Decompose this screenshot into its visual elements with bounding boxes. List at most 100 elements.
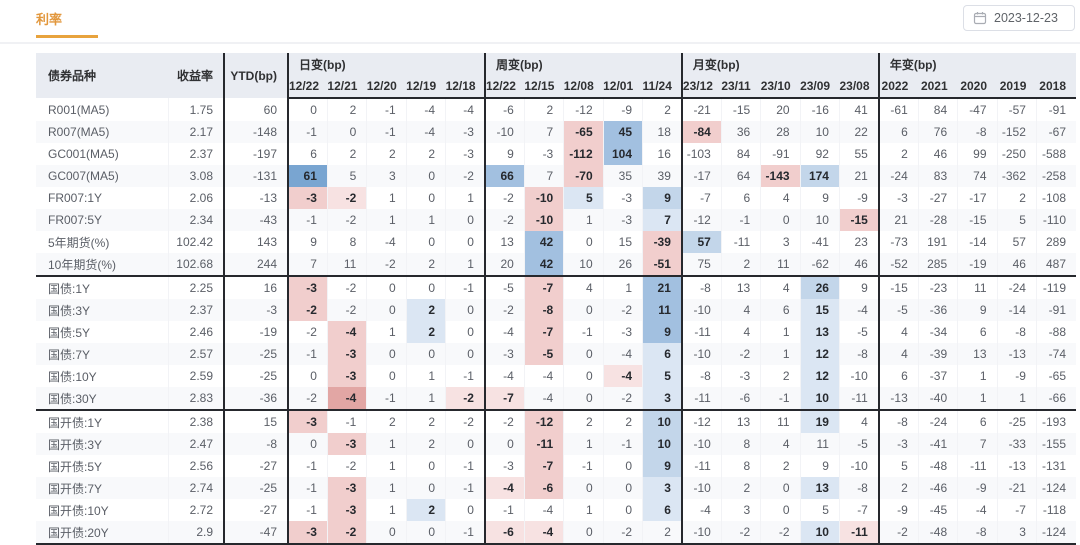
change-cell: -1 xyxy=(286,499,328,521)
change-cell: -2 xyxy=(326,521,367,545)
change-cell: -112 xyxy=(563,143,604,165)
change-cell: 2 xyxy=(996,187,1037,209)
change-cell: 20 xyxy=(483,253,525,276)
change-cell: 1 xyxy=(563,499,604,521)
change-cell: 10 xyxy=(642,409,682,433)
change-cell: 4 xyxy=(720,299,761,321)
change-cell: 3 xyxy=(642,477,682,499)
change-cell: 23 xyxy=(838,231,879,253)
ytd-value: 143 xyxy=(223,231,288,253)
change-cell: -84 xyxy=(680,121,722,143)
change-cell: 1 xyxy=(366,455,407,477)
change-cell: -1 xyxy=(602,433,643,455)
change-cell: -3 xyxy=(445,121,485,143)
change-cell: -5 xyxy=(483,275,525,299)
change-cell: -2 xyxy=(366,253,407,276)
change-cell: 0 xyxy=(602,477,643,499)
change-cell: -3 xyxy=(602,209,643,231)
change-cell: -37 xyxy=(917,365,958,387)
change-cell: 21 xyxy=(838,165,879,187)
yield-value: 2.9 xyxy=(167,521,224,545)
change-cell: -10 xyxy=(838,455,879,477)
change-cell: 0 xyxy=(445,321,485,343)
change-cell: 0 xyxy=(563,477,604,499)
change-cell: -9 xyxy=(602,98,643,121)
ytd-value: -3 xyxy=(223,299,288,321)
change-cell: -2 xyxy=(326,299,367,321)
change-cell: 1 xyxy=(760,343,801,365)
change-cell: -4 xyxy=(326,321,367,343)
change-cell: 2 xyxy=(326,143,367,165)
table-row: 国开债:5Y 2.56 -27 -1 -2 1 0 -1 -3 -7 -1 0 9 -11 8 2 9 -10 5-… xyxy=(36,455,1076,477)
change-cell: 0 xyxy=(563,521,604,545)
change-cell: -3 xyxy=(602,321,643,343)
yield-value: 1.75 xyxy=(167,98,224,121)
change-cell: -13 xyxy=(996,343,1037,365)
col-header-bond: 债券品种 xyxy=(36,53,168,98)
table-row: 国开债:3Y 2.47 -8 0 -3 1 2 0 0 -11 1 -1 10 -10 8 4 11 -5 -3 -4… xyxy=(36,433,1076,455)
change-cell: 2 xyxy=(405,499,446,521)
change-cell: 191 xyxy=(917,231,958,253)
change-cell: 11 xyxy=(799,433,840,455)
bond-name: 国开债:5Y xyxy=(48,459,103,474)
table-row: 国债:1Y 2.25 16 -3 -2 0 0 -1 -5 -7 4 1 21 -8 13 4 26 9 -15 -2… xyxy=(36,275,1076,299)
change-cell: 0 xyxy=(286,433,328,455)
change-cell: 487 xyxy=(1035,253,1076,276)
change-cell: 10 xyxy=(799,209,840,231)
change-cell: -1 xyxy=(286,343,328,365)
change-cell: 76 xyxy=(917,121,958,143)
col-header-date: 12/20 xyxy=(366,75,407,99)
table-row: 国开债:10Y 2.72 -27 -1 -3 1 2 0 -1 -4 1 0 6 -4 3 0 5 -7 -9 -45… xyxy=(36,499,1076,521)
change-cell: -4 xyxy=(957,499,998,521)
change-cell: 21 xyxy=(877,209,919,231)
change-cell: -11 xyxy=(680,455,722,477)
change-cell: -4 xyxy=(366,231,407,253)
change-cell: -11 xyxy=(680,321,722,343)
change-cell: -10 xyxy=(483,121,525,143)
change-cell: 4 xyxy=(760,275,801,299)
change-cell: -15 xyxy=(877,275,919,299)
change-cell: 1 xyxy=(366,477,407,499)
change-cell: -152 xyxy=(996,121,1037,143)
change-cell: 6 xyxy=(877,365,919,387)
change-cell: -5 xyxy=(877,299,919,321)
change-cell: 0 xyxy=(563,365,604,387)
bond-name: 国债:5Y xyxy=(48,325,91,340)
ytd-value: -197 xyxy=(223,143,288,165)
change-cell: 289 xyxy=(1035,231,1076,253)
change-cell: 35 xyxy=(602,165,643,187)
change-cell: 46 xyxy=(996,253,1037,276)
change-cell: 0 xyxy=(563,299,604,321)
change-cell: -13 xyxy=(996,455,1037,477)
change-cell: 0 xyxy=(602,499,643,521)
bond-name: 10年期货(%) xyxy=(48,257,117,272)
col-header-ytd: YTD(bp) xyxy=(223,53,288,98)
change-cell: -258 xyxy=(1035,165,1076,187)
bond-name: GC007(MA5) xyxy=(48,169,119,183)
change-cell: 11 xyxy=(326,253,367,276)
change-cell: -4 xyxy=(523,365,564,387)
change-cell: -4 xyxy=(680,499,722,521)
change-cell: 0 xyxy=(483,433,525,455)
tab-interest-rate[interactable]: 利率 xyxy=(36,9,98,38)
change-cell: -19 xyxy=(957,253,998,276)
bond-name: 国债:30Y xyxy=(48,391,97,406)
change-cell: 0 xyxy=(366,299,407,321)
ytd-value: -25 xyxy=(223,365,288,387)
change-cell: -6 xyxy=(483,98,525,121)
change-cell: 10 xyxy=(799,387,840,410)
change-cell: -2 xyxy=(445,165,485,187)
bond-name: R001(MA5) xyxy=(48,102,110,117)
change-cell: -3 xyxy=(483,455,525,477)
change-cell: -39 xyxy=(917,343,958,365)
change-cell: 1 xyxy=(445,187,485,209)
yield-value: 2.47 xyxy=(167,433,224,455)
change-cell: 11 xyxy=(957,275,998,299)
ytd-value: 16 xyxy=(223,275,288,299)
col-header-date: 23/10 xyxy=(760,75,801,99)
change-cell: -24 xyxy=(917,409,958,433)
change-cell: 57 xyxy=(680,231,722,253)
yield-value: 102.68 xyxy=(167,253,224,276)
col-header-date: 11/24 xyxy=(642,75,682,99)
date-picker[interactable]: 2023-12-23 xyxy=(963,5,1075,31)
